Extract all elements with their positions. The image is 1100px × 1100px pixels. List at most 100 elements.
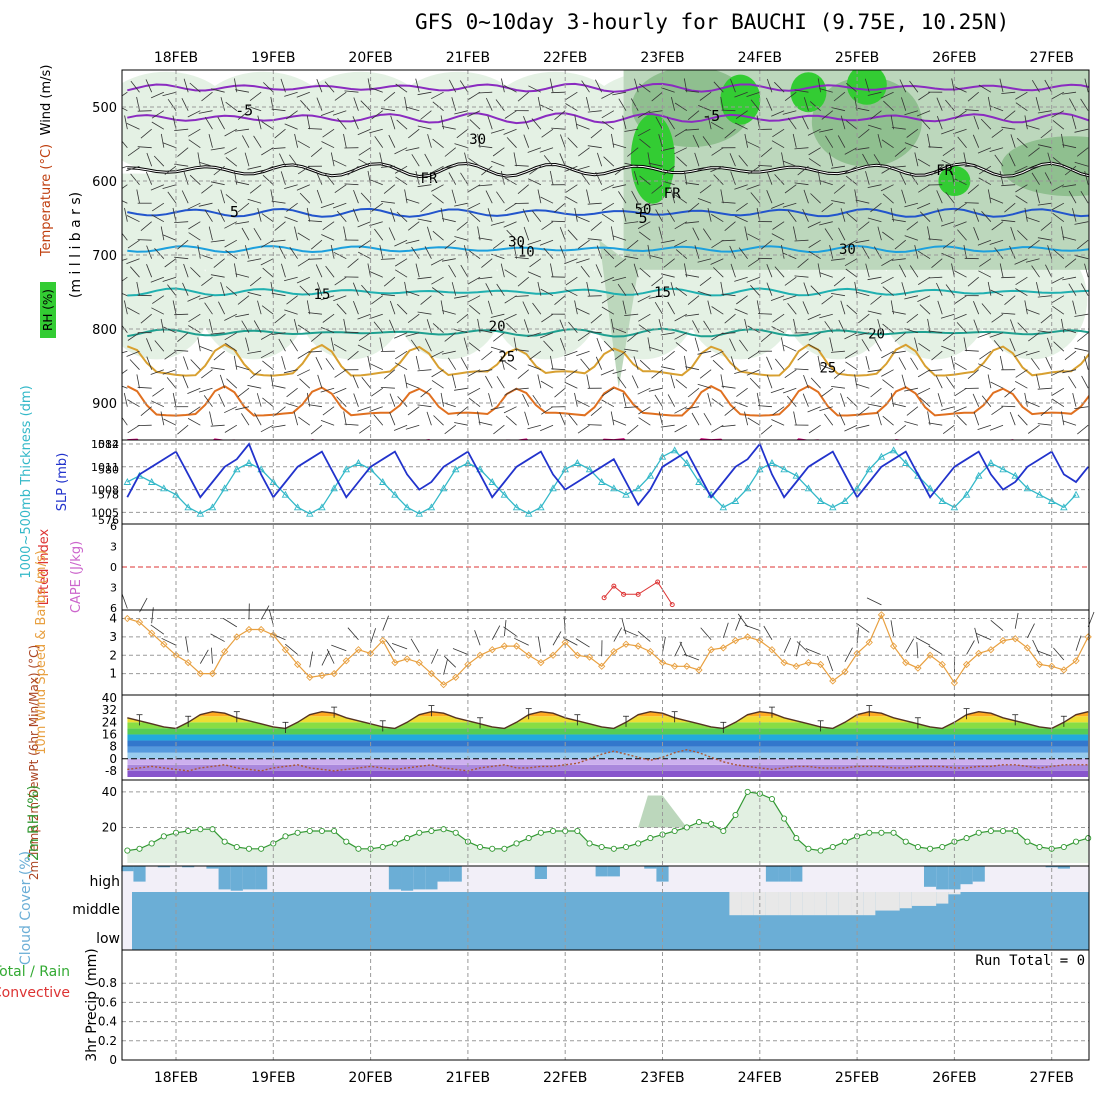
wind-barb (298, 416, 311, 426)
wind-barb (596, 245, 603, 259)
wind-barb (954, 295, 967, 304)
wind-barb (963, 152, 967, 167)
wind-barb (881, 258, 894, 267)
wind-barb (415, 171, 420, 185)
wind-barb (492, 239, 505, 250)
wind-barb (980, 118, 992, 130)
wind-barb (658, 319, 663, 333)
wind-barb (989, 197, 1004, 204)
wind-barb (710, 350, 724, 358)
wind-barb (603, 156, 615, 167)
rh2m-point (185, 827, 192, 835)
wind-barb (187, 418, 201, 426)
isotherm-label: 50 (635, 202, 652, 218)
wind-barb (1030, 358, 1040, 370)
wind-barb (528, 178, 542, 186)
wind10m-barb (674, 641, 683, 657)
thickness-point (500, 490, 509, 498)
date-label-top: 22FEB (543, 50, 587, 66)
wind-barb (217, 116, 225, 130)
wind-barb (467, 110, 481, 117)
cloud-middle-bar (948, 892, 961, 895)
wind-barb (299, 285, 311, 296)
wind-barb (855, 332, 870, 336)
cloud-high-bar (972, 866, 985, 882)
wind-barb (739, 339, 748, 352)
cloud-high-bar (206, 866, 219, 869)
wind-barb (136, 374, 140, 389)
wind-barb (713, 267, 724, 278)
wind-barb (858, 313, 870, 324)
wind-barb (738, 155, 748, 167)
wind10m-point (403, 655, 411, 663)
li-tick-label: 6 (110, 520, 117, 533)
wind-barb (317, 374, 323, 389)
thickness-point (974, 471, 983, 479)
thickness-point (1023, 484, 1032, 492)
wind-barb (882, 231, 894, 241)
wind-barb (487, 115, 493, 130)
rh2m-point (282, 833, 289, 840)
wind-barb (281, 356, 286, 370)
wind-barb (1062, 144, 1077, 149)
wind-barb (146, 152, 153, 167)
rh2m-point (647, 835, 654, 842)
wind-barb (891, 258, 906, 261)
slp-tick-label: 1008 (91, 484, 119, 497)
wind10m-point (221, 647, 229, 656)
pressure-axis-label: (m i l l i b a r s) (68, 192, 84, 298)
cloud-middle-bar (899, 892, 912, 909)
wind-barb (164, 258, 177, 268)
rh-shade (599, 240, 639, 389)
wind-barb (394, 332, 408, 339)
wind-barb (122, 165, 128, 169)
wind-barb (831, 386, 845, 389)
wind-barb (352, 375, 359, 389)
wind-barb (595, 171, 603, 185)
wind-barb (162, 142, 177, 149)
wind-barb (177, 147, 189, 157)
wind-barb (994, 247, 1004, 259)
wind-barb (454, 295, 468, 299)
wind10m-point (573, 651, 581, 659)
wind-barb (674, 102, 688, 112)
wind-barb (712, 359, 724, 370)
wind-barb (262, 360, 274, 371)
wind10m-point (293, 660, 302, 669)
wind-barb (954, 387, 967, 397)
wind-barb (407, 406, 420, 416)
wind-barb (343, 226, 347, 241)
wind-barb (532, 394, 542, 407)
wind-barb (424, 246, 432, 259)
wind-barb (697, 258, 712, 263)
wind-barb (909, 80, 919, 93)
wind-barb (1040, 313, 1052, 324)
wind-barb (651, 276, 663, 287)
wind-barb (244, 152, 250, 167)
thickness-point (719, 503, 728, 511)
wind-barb (674, 239, 688, 247)
cloud-middle-bar (887, 892, 900, 911)
wind-barb (808, 424, 821, 434)
wind-barb (130, 173, 140, 185)
wind-barb (320, 295, 335, 301)
wind-barb (914, 337, 919, 352)
wind-barb (600, 369, 615, 376)
wind10m-point (683, 662, 691, 670)
wind-barb (513, 152, 517, 167)
wind-barb (284, 216, 298, 223)
wind-barb (721, 293, 736, 297)
wind-barb (554, 387, 566, 398)
wind-barb (1024, 115, 1028, 130)
wind-barb (456, 128, 469, 139)
thickness-point (816, 497, 825, 504)
wind-barb (1045, 264, 1053, 278)
rh2m-point (221, 838, 228, 845)
wind-barb (297, 140, 310, 149)
wind-barb (794, 239, 809, 242)
wind-barb (397, 396, 408, 407)
wind-barb (612, 369, 627, 374)
wind-barb (467, 184, 481, 193)
date-label-top: 25FEB (835, 50, 879, 66)
